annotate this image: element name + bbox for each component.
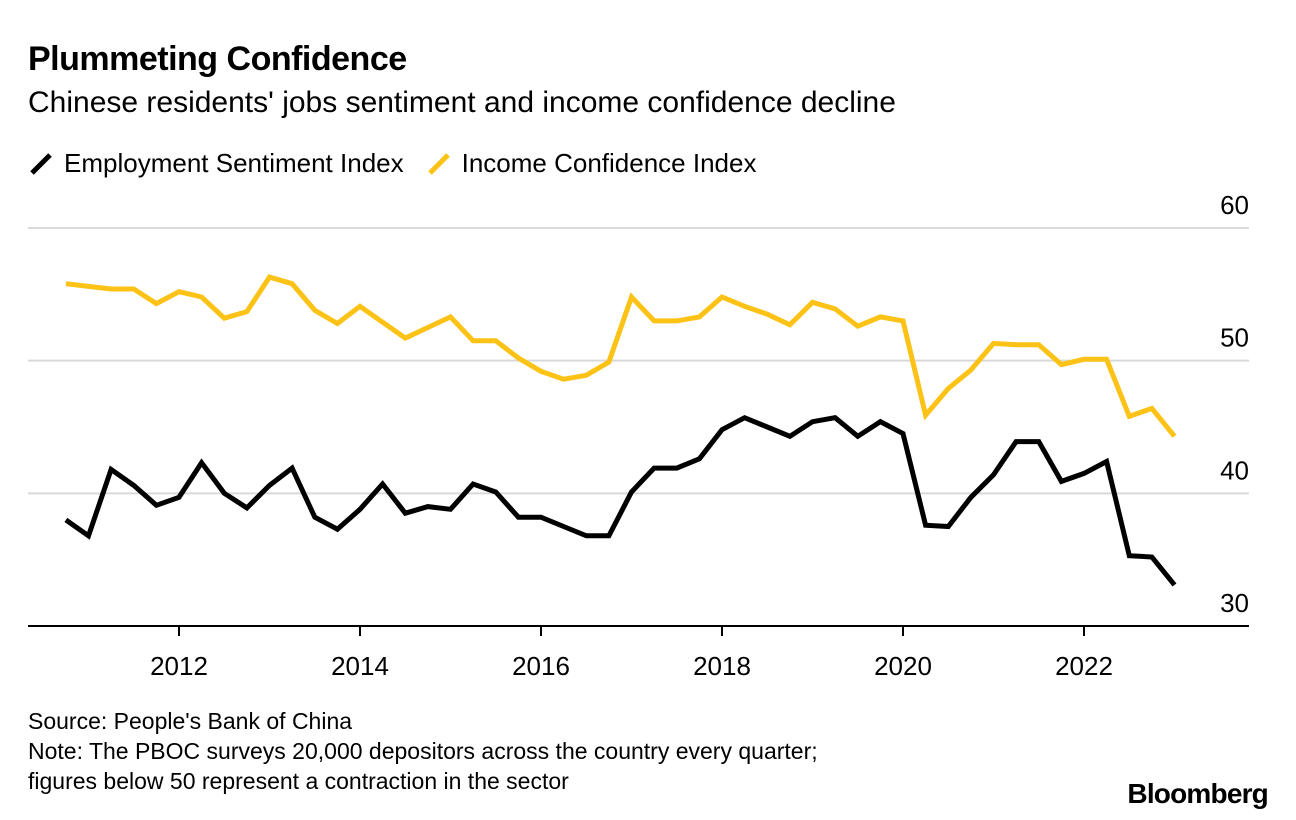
series-line-employment	[64, 414, 1177, 587]
note-line-1: Note: The PBOC surveys 20,000 depositors…	[28, 738, 818, 764]
legend-line-employment	[30, 152, 52, 175]
series-line-income	[65, 274, 1177, 438]
y-tick-label-60: 60	[1220, 190, 1249, 220]
note-line-2: figures below 50 represent a contraction…	[28, 768, 569, 794]
legend-item-employment: Employment Sentiment Index	[28, 148, 404, 179]
legend-item-income: Income Confidence Index	[426, 148, 757, 179]
chart-title: Plummeting Confidence	[28, 40, 407, 78]
x-tick-label-2018: 2018	[693, 651, 751, 681]
y-axis-labels: 60 50 40 30	[1220, 190, 1249, 618]
series-lines	[64, 274, 1177, 587]
x-tick-label-2022: 2022	[1055, 651, 1113, 681]
legend-swatch-income	[427, 152, 450, 175]
x-tick-label-2014: 2014	[331, 651, 389, 681]
x-tick-label-2012: 2012	[150, 651, 208, 681]
legend-swatch-employment	[30, 152, 52, 175]
legend-line-income	[427, 152, 450, 175]
x-tick-label-2020: 2020	[874, 651, 932, 681]
y-tick-label-30: 30	[1220, 588, 1249, 618]
gridlines	[28, 227, 1249, 495]
bloomberg-logo: Bloomberg	[1127, 778, 1268, 809]
legend-label-employment: Employment Sentiment Index	[64, 148, 404, 178]
footer: Source: People's Bank of China Note: The…	[28, 706, 818, 796]
y-tick-label-40: 40	[1220, 455, 1249, 485]
legend: Employment Sentiment Index Income Confid…	[28, 148, 778, 179]
source-note: Source: People's Bank of China	[28, 708, 353, 734]
x-tick-label-2016: 2016	[512, 651, 570, 681]
legend-label-income: Income Confidence Index	[461, 148, 757, 178]
chart-subtitle: Chinese residents' jobs sentiment and in…	[28, 86, 896, 119]
x-axis: 2012 2014 2016 2018 2020 2022	[28, 625, 1249, 681]
y-tick-label-50: 50	[1220, 323, 1249, 353]
